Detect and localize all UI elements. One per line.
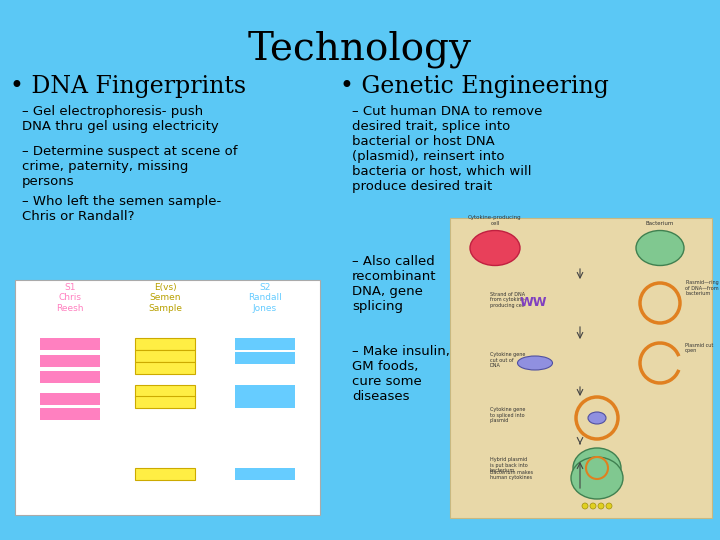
FancyBboxPatch shape: [235, 396, 295, 408]
Text: – Also called
recombinant
DNA, gene
splicing: – Also called recombinant DNA, gene spli…: [352, 255, 436, 313]
Text: Technology: Technology: [248, 30, 472, 68]
Ellipse shape: [582, 503, 588, 509]
Text: Cytokine-producing
cell: Cytokine-producing cell: [468, 215, 522, 226]
Text: Plasmid cut
open: Plasmid cut open: [685, 342, 714, 353]
Text: – Determine suspect at scene of
crime, paternity, missing
persons: – Determine suspect at scene of crime, p…: [22, 145, 238, 188]
FancyBboxPatch shape: [135, 385, 195, 397]
FancyBboxPatch shape: [40, 371, 100, 383]
Text: Plasmid—ring
of DNA—from
bacterium: Plasmid—ring of DNA—from bacterium: [685, 280, 719, 296]
Text: S2
Randall
Jones: S2 Randall Jones: [248, 283, 282, 313]
Ellipse shape: [588, 412, 606, 424]
FancyBboxPatch shape: [135, 338, 195, 350]
FancyBboxPatch shape: [235, 385, 295, 397]
FancyBboxPatch shape: [135, 350, 195, 362]
Text: WW: WW: [519, 296, 546, 309]
Text: E(vs)
Semen
Sample: E(vs) Semen Sample: [148, 283, 182, 313]
Text: Bacterium makes
human cytokines: Bacterium makes human cytokines: [490, 470, 533, 481]
FancyBboxPatch shape: [450, 218, 712, 518]
Text: • DNA Fingerprints: • DNA Fingerprints: [10, 75, 246, 98]
Text: • Genetic Engineering: • Genetic Engineering: [340, 75, 609, 98]
Text: – Make insulin,
GM foods,
cure some
diseases: – Make insulin, GM foods, cure some dise…: [352, 345, 450, 403]
Text: – Gel electrophoresis- push
DNA thru gel using electricity: – Gel electrophoresis- push DNA thru gel…: [22, 105, 219, 133]
FancyBboxPatch shape: [40, 355, 100, 367]
FancyBboxPatch shape: [235, 468, 295, 480]
FancyBboxPatch shape: [15, 280, 320, 515]
Ellipse shape: [598, 503, 604, 509]
Ellipse shape: [590, 503, 596, 509]
FancyBboxPatch shape: [235, 352, 295, 364]
FancyBboxPatch shape: [235, 338, 295, 350]
Text: Cytokine gene
to spliced into
plasmid: Cytokine gene to spliced into plasmid: [490, 407, 526, 423]
Text: S1
Chris
Reesh: S1 Chris Reesh: [56, 283, 84, 313]
Ellipse shape: [606, 503, 612, 509]
FancyBboxPatch shape: [135, 396, 195, 408]
Text: – Cut human DNA to remove
desired trait, splice into
bacterial or host DNA
(plas: – Cut human DNA to remove desired trait,…: [352, 105, 542, 193]
FancyBboxPatch shape: [135, 362, 195, 374]
Text: Cytokine gene
cut out of
DNA: Cytokine gene cut out of DNA: [490, 352, 526, 368]
FancyBboxPatch shape: [40, 408, 100, 420]
FancyBboxPatch shape: [135, 468, 195, 480]
Text: Strand of DNA
from cytokine-
producing cell: Strand of DNA from cytokine- producing c…: [490, 292, 526, 308]
Text: Bacterium: Bacterium: [646, 221, 674, 226]
Ellipse shape: [518, 356, 552, 370]
FancyBboxPatch shape: [40, 393, 100, 405]
Ellipse shape: [636, 231, 684, 266]
Ellipse shape: [573, 448, 621, 488]
Ellipse shape: [571, 457, 623, 499]
Ellipse shape: [470, 231, 520, 266]
FancyBboxPatch shape: [40, 338, 100, 350]
Text: Hybrid plasmid
is put back into
bacterium: Hybrid plasmid is put back into bacteriu…: [490, 457, 528, 473]
Text: – Who left the semen sample-
Chris or Randall?: – Who left the semen sample- Chris or Ra…: [22, 195, 221, 223]
